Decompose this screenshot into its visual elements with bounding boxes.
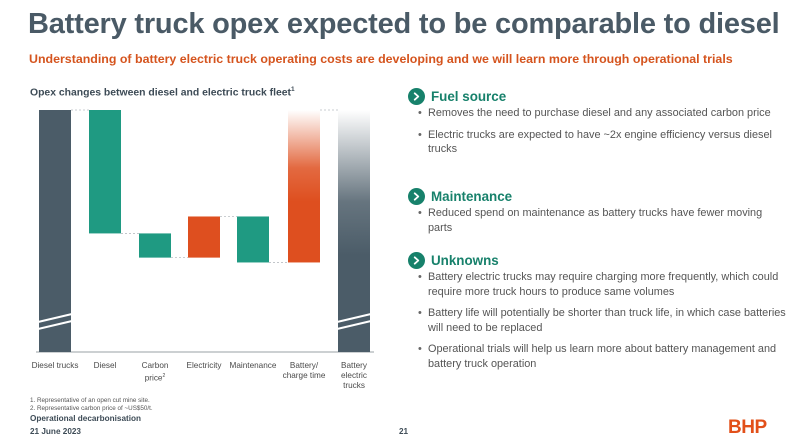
bar-maintenance xyxy=(237,216,269,263)
footnotes: 1. Representative of an open cut mine si… xyxy=(30,397,153,412)
bar-battery-charge-time xyxy=(288,110,320,263)
bar-diesel-trucks xyxy=(39,110,71,352)
page-number: 21 xyxy=(399,427,409,436)
slide-subtitle: Understanding of battery electric truck … xyxy=(29,52,733,66)
bar-carbon-price xyxy=(139,233,171,258)
bullet-item: Reduced spend on maintenance as battery … xyxy=(408,206,788,235)
bullet-item: Removes the need to purchase diesel and … xyxy=(408,106,788,121)
section-title: Fuel source xyxy=(431,88,507,104)
chart-title: Opex changes between diesel and electric… xyxy=(30,86,295,99)
x-tick-label: Carbon price2 xyxy=(141,361,169,383)
bullet-item: Electric trucks are expected to have ~2x… xyxy=(408,128,788,157)
bullet-item: Battery electric trucks may require char… xyxy=(408,270,788,299)
section-fuel-source: Fuel source Removes the need to purchase… xyxy=(408,86,788,157)
chevron-right-circle-icon xyxy=(408,87,425,105)
chevron-right-circle-icon xyxy=(408,187,425,205)
footnote-1: 1. Representative of an open cut mine si… xyxy=(30,397,150,404)
x-tick-label: Diesel xyxy=(93,361,117,370)
footnote-2: 2. Representative carbon price of ~US$50… xyxy=(30,404,153,412)
chevron-right-circle-icon xyxy=(408,251,425,269)
bar-diesel xyxy=(89,110,121,234)
section-title: Unknowns xyxy=(431,252,499,268)
bar-battery-electric-trucks xyxy=(338,110,370,352)
bullet-item: Battery life will potentially be shorter… xyxy=(408,306,788,335)
x-tick-label: Maintenance xyxy=(229,361,277,370)
x-tick-label: Diesel trucks xyxy=(31,361,79,370)
axis-break-mark xyxy=(336,320,372,330)
bar-electricity xyxy=(188,216,220,258)
section-unknowns: Unknowns Battery electric trucks may req… xyxy=(408,250,788,371)
axis-break-mark xyxy=(37,313,73,323)
x-tick-label: Electricity xyxy=(186,361,222,370)
section-title: Maintenance xyxy=(431,188,513,204)
x-tick-label: Battery/charge time xyxy=(282,361,326,380)
axis-break-mark xyxy=(336,313,372,323)
bhp-logo: BHP xyxy=(728,417,767,438)
bullet-item: Operational trials will help us learn mo… xyxy=(408,342,788,371)
slide-title: Battery truck opex expected to be compar… xyxy=(28,8,780,40)
footer-event: Operational decarbonisation xyxy=(30,414,142,423)
x-tick-label: Battery electric trucks xyxy=(341,361,367,390)
axis-break-mark xyxy=(37,320,73,330)
section-maintenance: Maintenance Reduced spend on maintenance… xyxy=(408,186,788,235)
footer-date: 21 June 2023 xyxy=(30,427,81,436)
